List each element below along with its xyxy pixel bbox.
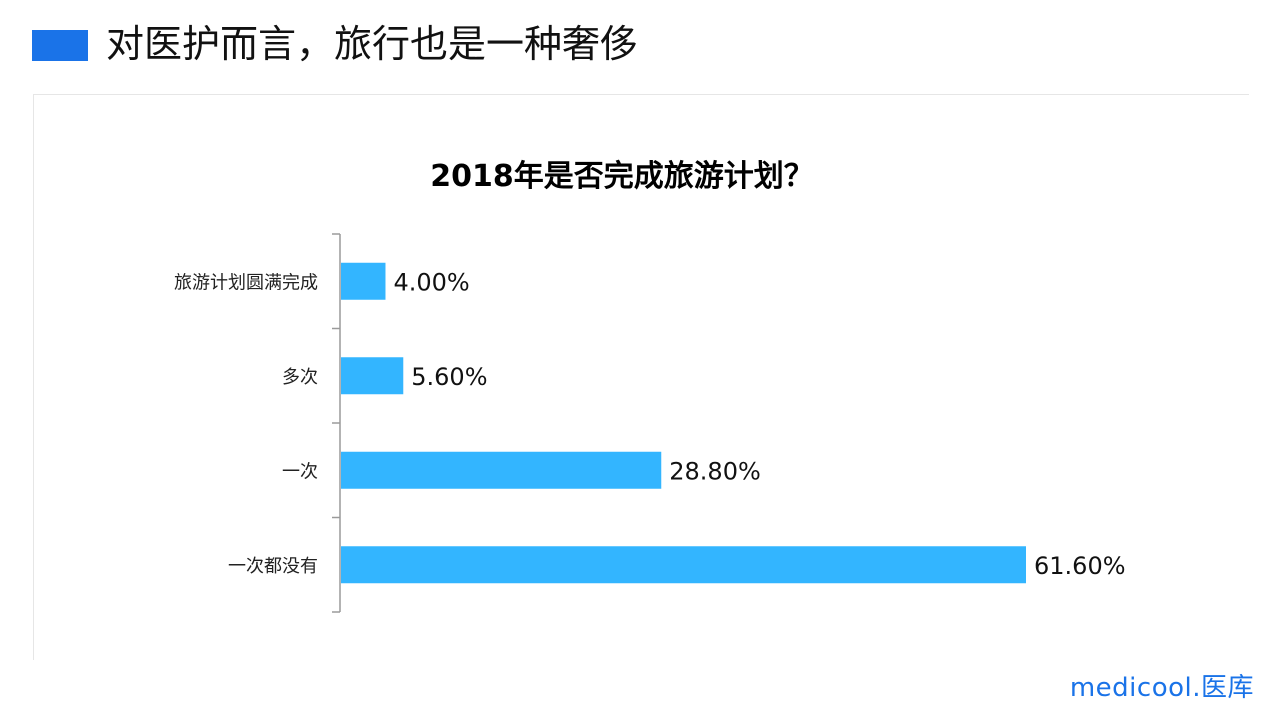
bar — [341, 451, 662, 489]
bars: 4.00% 5.60% 28.80% 61.60% — [341, 262, 1126, 584]
category-label: 多次 — [282, 367, 318, 388]
value-label: 4.00% — [393, 268, 469, 296]
category-label: 一次都没有 — [228, 556, 318, 577]
medicool-logo: medicool.医库 — [1069, 673, 1254, 703]
value-label: 28.80% — [669, 457, 761, 485]
bar — [341, 262, 386, 300]
bar — [341, 546, 1026, 584]
bar — [341, 357, 404, 395]
slide-title: 对医护而言，旅行也是一种奢侈 — [106, 22, 639, 66]
title-accent-bar — [32, 30, 88, 61]
chart-panel — [33, 94, 1249, 660]
category-label: 旅游计划圆满完成 — [174, 272, 318, 293]
value-label: 5.60% — [411, 363, 487, 391]
value-label: 61.60% — [1034, 552, 1126, 580]
category-label: 一次 — [282, 461, 318, 482]
chart-title: 2018年是否完成旅游计划？ — [430, 159, 814, 194]
